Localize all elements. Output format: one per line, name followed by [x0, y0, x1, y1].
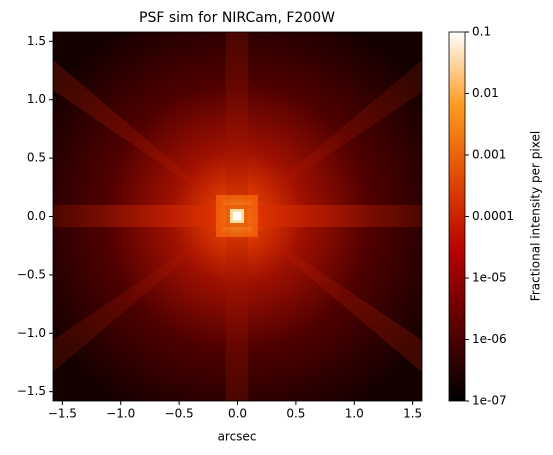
x-axis-label: arcsec — [218, 430, 257, 444]
colorbar-tick-label: 0.1 — [472, 25, 491, 39]
chart-title: PSF sim for NIRCam, F200W — [139, 10, 335, 26]
colorbar-tick-label: 0.001 — [472, 148, 506, 162]
colorbar-label: Fractional intensity per pixel — [529, 131, 543, 301]
y-tick-label: −1.5 — [17, 384, 46, 398]
y-tick-label: 0.0 — [27, 209, 46, 223]
colorbar-tick-label: 1e-05 — [472, 271, 507, 285]
x-tick-label: 0.0 — [228, 407, 247, 421]
colorbar-tick-label: 0.01 — [472, 86, 499, 100]
psf-image — [53, 32, 422, 401]
y-tick-label: −1.0 — [17, 326, 46, 340]
x-tick-label: −0.5 — [165, 407, 194, 421]
x-tick-label: 1.5 — [403, 407, 422, 421]
x-tick-label: 1.0 — [345, 407, 364, 421]
y-tick-label: 1.5 — [27, 34, 46, 48]
y-tick-label: −0.5 — [17, 267, 46, 281]
x-tick-label: −1.5 — [48, 407, 77, 421]
y-tick-label: 0.5 — [27, 151, 46, 165]
x-tick-label: 0.5 — [286, 407, 305, 421]
colorbar-tick-label: 1e-07 — [472, 394, 507, 408]
colorbar-tick-label: 1e-06 — [472, 332, 507, 346]
colorbar-tick-label: 0.0001 — [472, 209, 514, 223]
y-tick-label: 1.0 — [27, 92, 46, 106]
colorbar — [448, 31, 466, 402]
x-tick-label: −1.0 — [106, 407, 135, 421]
